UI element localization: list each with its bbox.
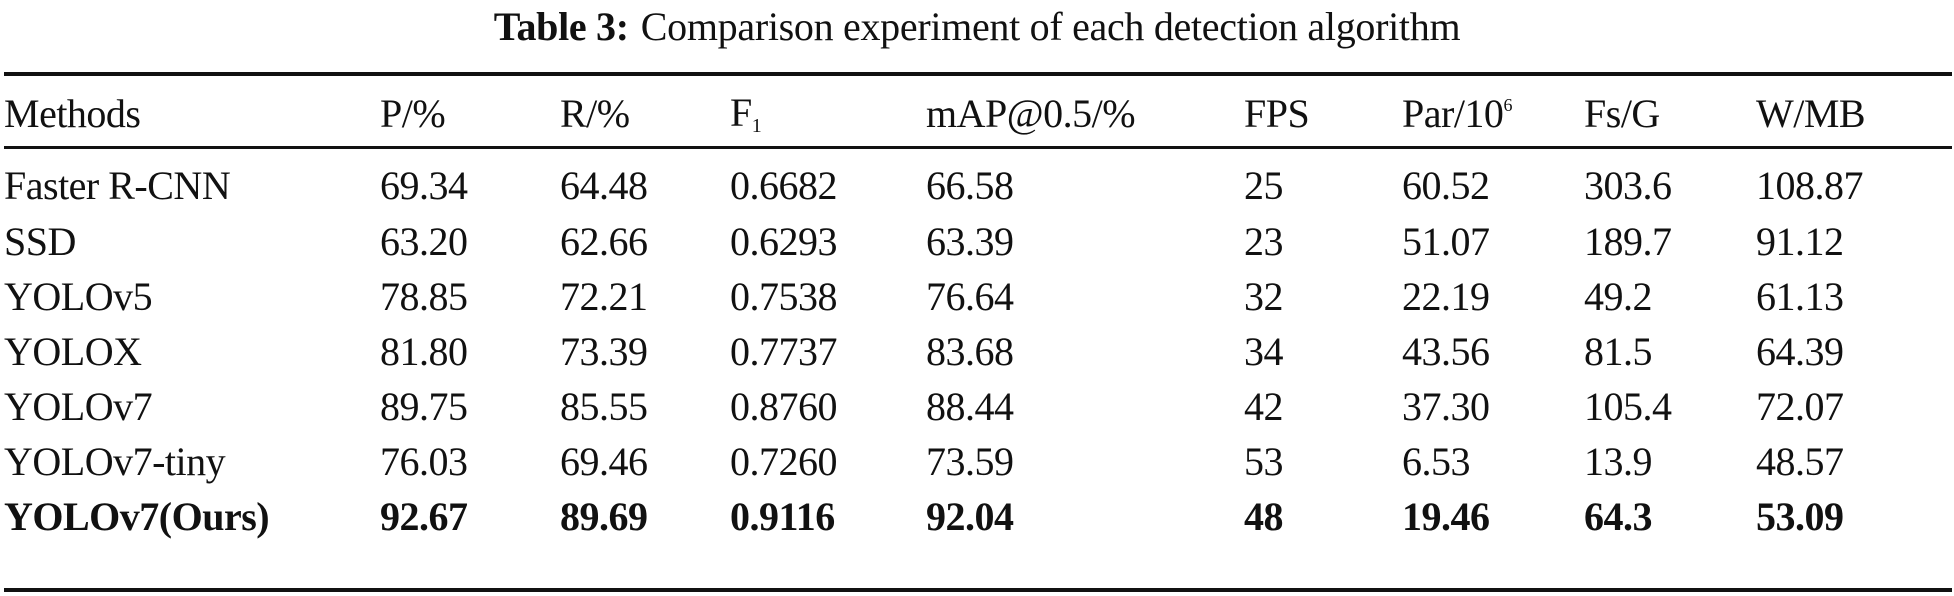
cell-params: 51.07 <box>1402 219 1490 264</box>
cell-weights: 91.12 <box>1756 219 1844 264</box>
header-weights: W/MB <box>1756 90 1866 136</box>
cell-params: 22.19 <box>1402 274 1490 319</box>
header-recall: R/% <box>560 90 630 136</box>
cell-flops: 13.9 <box>1584 439 1653 484</box>
cell-recall: 69.46 <box>560 439 648 484</box>
cell-f1: 0.7737 <box>730 329 838 374</box>
cell-method: YOLOv5 <box>4 274 153 319</box>
cell-precision: 92.67 <box>380 494 468 539</box>
header-map: mAP@0.5/% <box>926 90 1136 136</box>
cell-weights: 53.09 <box>1756 494 1844 539</box>
cell-precision: 69.34 <box>380 162 468 208</box>
cell-flops: 105.4 <box>1584 384 1672 429</box>
cell-precision: 76.03 <box>380 439 468 484</box>
cell-map: 92.04 <box>926 494 1014 539</box>
cell-flops: 303.6 <box>1584 162 1672 208</box>
table-caption-label: Table 3: <box>493 4 629 49</box>
header-rule <box>4 146 1952 149</box>
cell-params: 43.56 <box>1402 329 1490 374</box>
table-row: YOLOv5 78.85 72.21 0.7538 76.64 32 22.19 49.2 61… <box>4 269 1952 324</box>
cell-f1: 0.6682 <box>730 162 838 208</box>
cell-method: YOLOv7-tiny <box>4 439 226 484</box>
cell-weights: 108.87 <box>1756 162 1864 208</box>
cell-flops: 49.2 <box>1584 274 1653 319</box>
cell-precision: 78.85 <box>380 274 468 319</box>
cell-map: 88.44 <box>926 384 1014 429</box>
cell-f1: 0.6293 <box>730 219 838 264</box>
cell-flops: 64.3 <box>1584 494 1653 539</box>
cell-recall: 62.66 <box>560 219 648 264</box>
cell-weights: 72.07 <box>1756 384 1844 429</box>
header-f1: F1 <box>730 89 762 137</box>
header-row: Methods P/% R/% F1 mAP@0.5/% FPS Par/106… <box>4 80 1952 146</box>
table-row: YOLOv7-tiny 76.03 69.46 0.7260 73.59 53 6.53 13… <box>4 434 1952 489</box>
cell-recall: 85.55 <box>560 384 648 429</box>
cell-map: 63.39 <box>926 219 1014 264</box>
cell-f1: 0.7538 <box>730 274 838 319</box>
header-fps: FPS <box>1244 90 1310 136</box>
cell-flops: 81.5 <box>1584 329 1653 374</box>
cell-method: SSD <box>4 219 76 264</box>
cell-weights: 61.13 <box>1756 274 1844 319</box>
cell-fps: 32 <box>1244 274 1284 319</box>
cell-precision: 63.20 <box>380 219 468 264</box>
cell-recall: 72.21 <box>560 274 648 319</box>
table-row: YOLOv7 89.75 85.55 0.8760 88.44 42 37.30 105.4 7… <box>4 379 1952 434</box>
table-caption: Table 3: Comparison experiment of each de… <box>0 2 1954 52</box>
table-row: SSD 63.20 62.66 0.6293 63.39 23 51.07 189.7 91.1… <box>4 214 1952 269</box>
cell-weights: 48.57 <box>1756 439 1844 484</box>
cell-recall: 64.48 <box>560 162 648 208</box>
header-flops: Fs/G <box>1584 90 1660 136</box>
cell-flops: 189.7 <box>1584 219 1672 264</box>
bottom-rule <box>4 588 1952 592</box>
cell-params: 60.52 <box>1402 162 1490 208</box>
table-row: YOLOv7(Ours) 92.67 89.69 0.9116 92.04 48 19.46… <box>4 489 1952 544</box>
cell-precision: 81.80 <box>380 329 468 374</box>
cell-method: YOLOv7(Ours) <box>4 494 270 539</box>
cell-f1: 0.9116 <box>730 494 835 539</box>
cell-f1: 0.7260 <box>730 439 838 484</box>
cell-precision: 89.75 <box>380 384 468 429</box>
cell-method: YOLOv7 <box>4 384 153 429</box>
table-row: Faster R-CNN 69.34 64.48 0.6682 66.58 25 60.52… <box>4 146 1952 214</box>
cell-params: 19.46 <box>1402 494 1490 539</box>
cell-map: 66.58 <box>926 162 1014 208</box>
cell-fps: 34 <box>1244 329 1284 374</box>
comparison-table: Methods P/% R/% F1 mAP@0.5/% FPS Par/106… <box>4 80 1952 544</box>
cell-map: 83.68 <box>926 329 1014 374</box>
cell-recall: 73.39 <box>560 329 648 374</box>
cell-map: 73.59 <box>926 439 1014 484</box>
header-precision: P/% <box>380 90 446 136</box>
table-row: YOLOX 81.80 73.39 0.7737 83.68 34 43.56 81.5 64.… <box>4 324 1952 379</box>
table-caption-text: Comparison experiment of each detection … <box>640 4 1461 49</box>
top-rule <box>4 72 1952 76</box>
cell-method: Faster R-CNN <box>4 162 231 208</box>
cell-fps: 42 <box>1244 384 1284 429</box>
cell-fps: 53 <box>1244 439 1284 484</box>
cell-params: 37.30 <box>1402 384 1490 429</box>
cell-recall: 89.69 <box>560 494 648 539</box>
cell-f1: 0.8760 <box>730 384 838 429</box>
cell-weights: 64.39 <box>1756 329 1844 374</box>
cell-map: 76.64 <box>926 274 1014 319</box>
header-methods: Methods <box>4 90 141 136</box>
cell-method: YOLOX <box>4 329 142 374</box>
cell-fps: 23 <box>1244 219 1284 264</box>
header-params: Par/106 <box>1402 90 1512 136</box>
cell-fps: 25 <box>1244 162 1284 208</box>
cell-params: 6.53 <box>1402 439 1471 484</box>
cell-fps: 48 <box>1244 494 1284 539</box>
